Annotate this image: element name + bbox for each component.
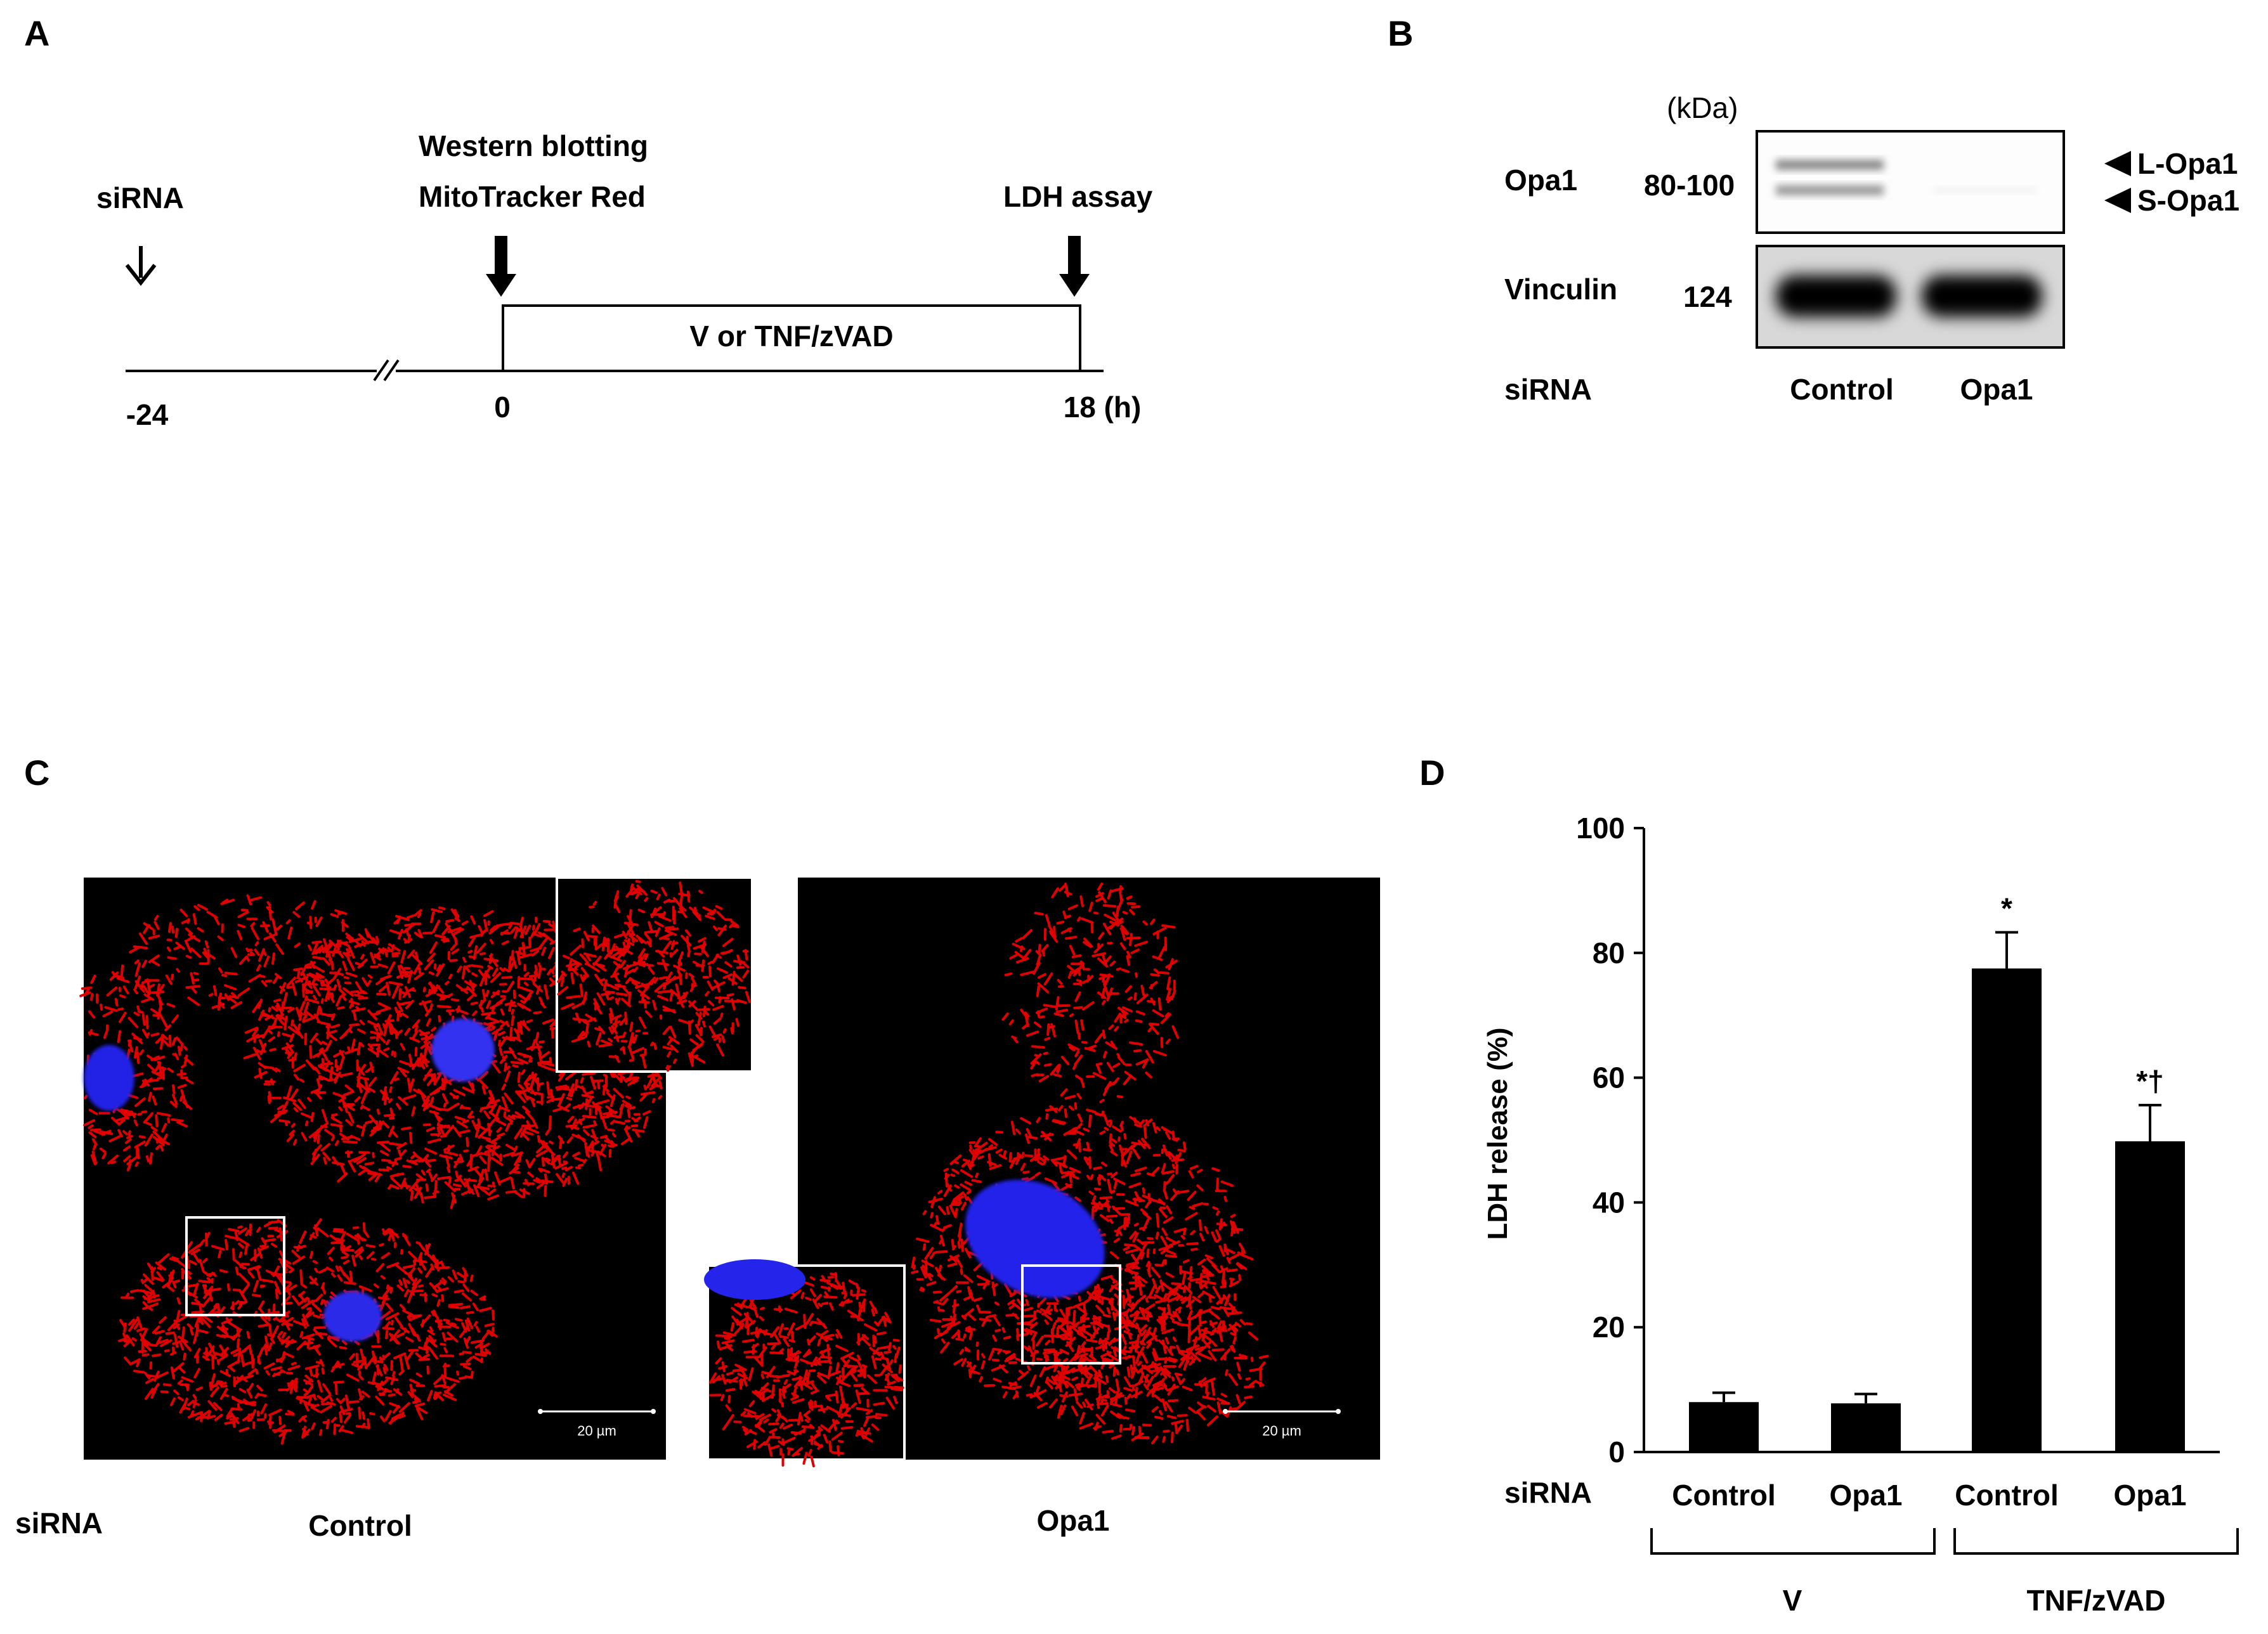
group-label: TNF/zVAD	[2027, 1584, 2166, 1617]
inset-nucleus-opa1	[704, 1259, 805, 1300]
x-category-label: Opa1	[1829, 1479, 1902, 1512]
tick-0: 0	[494, 391, 511, 424]
scale-bar-opa1: 20 µm	[1223, 1409, 1341, 1439]
sirna-arrow-icon	[125, 246, 157, 286]
inset-mitochondria-opa1	[709, 1272, 904, 1468]
vinculin-bands	[1776, 275, 2042, 317]
vinculin-row-label: Vinculin	[1504, 273, 1617, 306]
sirna-timepoint-label: siRNA	[96, 181, 184, 214]
y-axis-label: LDH release (%)	[1482, 1027, 1513, 1240]
scale-bar-label-opa1: 20 µm	[1262, 1423, 1301, 1439]
bar	[1972, 968, 2042, 1452]
group-bracket	[1650, 1528, 1936, 1555]
chart-axes: 0 20 40 60 80 100	[1576, 812, 2220, 1469]
panel-letter-a: A	[24, 13, 49, 53]
bar	[1689, 1402, 1759, 1452]
blot-sirna-label: siRNA	[1504, 373, 1592, 406]
blot-lane-opa1: Opa1	[1960, 373, 2033, 406]
arrow-down-icon-0h	[486, 236, 516, 297]
micro-sirna-label: siRNA	[15, 1507, 103, 1540]
vinculin-mw-label: 124	[1683, 280, 1732, 313]
chart-marks: Control Opa1 * Control *† Opa1	[1672, 892, 2186, 1512]
micro-control-label: Control	[308, 1509, 412, 1542]
ldh-assay-label: LDH assay	[1003, 180, 1153, 213]
panel-letter-b: B	[1388, 13, 1413, 53]
y-tick-label: 40	[1593, 1186, 1625, 1219]
mitotracker-label: MitoTracker Red	[419, 180, 646, 213]
y-tick-label: 100	[1576, 812, 1625, 845]
x-category-label: Control	[1672, 1479, 1776, 1512]
opa1-bands	[1776, 160, 2036, 195]
opa1-blot	[1756, 130, 2065, 234]
inset-mitochondria-control	[557, 880, 751, 1072]
l-opa1-arrow-icon	[2104, 151, 2131, 176]
blot-lane-control: Control	[1790, 373, 1894, 406]
roi-box-opa1	[1021, 1264, 1121, 1365]
opa1-mw-label: 80-100	[1644, 169, 1735, 202]
chart-groups: V TNF/zVAD	[1650, 1528, 2239, 1617]
mitochondria-control	[79, 894, 670, 1445]
roi-box-control	[185, 1216, 285, 1316]
western-blotting-label: Western blotting	[419, 129, 648, 162]
panel-c: C 20 µm 20 µm	[15, 753, 1380, 1542]
y-tick-label: 20	[1593, 1311, 1625, 1344]
y-tick-label: 0	[1608, 1436, 1625, 1469]
chart-sirna-label: siRNA	[1504, 1476, 1592, 1509]
panel-b: B (kDa) Opa1 80-100 L-Opa1 S-Opa1 Vincul…	[1388, 13, 2239, 406]
arrow-down-icon-18h	[1059, 236, 1090, 297]
s-opa1-arrow-icon	[2104, 188, 2131, 213]
scale-bar-label-control: 20 µm	[577, 1423, 616, 1439]
opa1-row-label: Opa1	[1504, 164, 1577, 197]
significance-marker: *†	[2136, 1065, 2163, 1098]
bar	[2115, 1141, 2185, 1452]
nuclei-opa1	[965, 1179, 1105, 1299]
tick-18h: 18 (h)	[1064, 391, 1142, 424]
kda-label: (kDa)	[1667, 91, 1738, 124]
group-bracket	[1953, 1528, 2239, 1555]
panel-d: D LDH release (%) 0 20 40 60 80 100 Control Op…	[1419, 753, 2239, 1617]
bar	[1831, 1403, 1901, 1452]
l-opa1-label: L-Opa1	[2137, 147, 2238, 180]
x-category-label: Control	[1955, 1479, 2059, 1512]
x-category-label: Opa1	[2113, 1479, 2186, 1512]
panel-a: A siRNA Western blotting MitoTracker Red…	[24, 13, 1153, 431]
treatment-label: V or TNF/zVAD	[689, 320, 893, 353]
y-tick-label: 60	[1593, 1061, 1625, 1094]
tick-minus-24: -24	[126, 398, 169, 431]
micro-opa1-label: Opa1	[1036, 1504, 1109, 1537]
panel-letter-c: C	[24, 753, 49, 793]
group-label: V	[1783, 1584, 1802, 1617]
s-opa1-label: S-Opa1	[2137, 184, 2239, 217]
y-tick-label: 80	[1593, 937, 1625, 969]
treatment-box	[502, 304, 1081, 372]
nuclei-control	[84, 1018, 495, 1342]
scale-bar-control: 20 µm	[538, 1409, 656, 1439]
significance-marker: *	[2001, 892, 2012, 924]
panel-letter-d: D	[1419, 753, 1445, 793]
